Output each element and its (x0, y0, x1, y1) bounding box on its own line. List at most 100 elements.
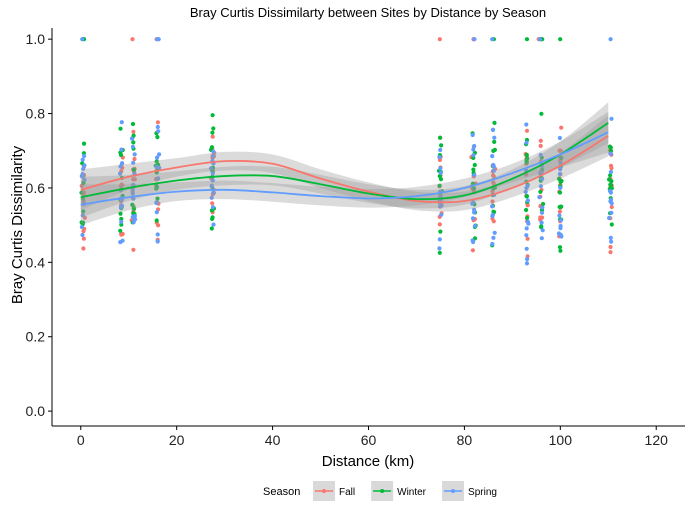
data-point (130, 144, 135, 149)
data-point (131, 167, 136, 172)
data-point (210, 134, 215, 139)
data-point (471, 186, 477, 191)
y-tick-label: 0.4 (26, 254, 46, 270)
data-point (472, 207, 477, 212)
data-point (81, 209, 86, 214)
data-point (131, 206, 136, 211)
x-tick-label: 80 (457, 432, 473, 448)
data-point (155, 232, 160, 237)
data-point (490, 154, 495, 159)
data-point (541, 201, 546, 207)
data-point (470, 248, 475, 253)
data-point (524, 207, 529, 213)
data-point (492, 139, 497, 144)
axes: 0 20 40 60 80 100 120 0.0 0.2 0.4 0.6 0.8 1.0 (26, 28, 685, 448)
y-axis-label: Bray Curtis Dissimilarity (9, 145, 26, 304)
data-point (556, 176, 562, 181)
data-point (130, 37, 135, 42)
chart-title: Bray Curtis Dissimilarty between Sites b… (190, 5, 546, 20)
data-point (81, 166, 86, 171)
data-point (119, 147, 124, 152)
data-point (131, 133, 136, 138)
data-point (120, 231, 125, 237)
data-point (131, 182, 136, 187)
data-point (80, 172, 85, 177)
data-point (472, 37, 477, 42)
data-point (80, 37, 85, 42)
data-point (118, 164, 123, 169)
data-point (491, 164, 496, 169)
data-point (438, 177, 444, 182)
data-point (557, 213, 562, 218)
data-point (558, 248, 563, 253)
points-layer (79, 37, 614, 266)
data-point (438, 147, 443, 153)
data-point (80, 157, 85, 162)
x-tick-label: 120 (645, 432, 669, 448)
y-tick-label: 0.8 (26, 106, 46, 122)
x-tick-label: 20 (169, 432, 185, 448)
data-point (558, 179, 563, 184)
data-point (540, 176, 545, 182)
data-point (607, 215, 612, 221)
data-point (131, 247, 136, 252)
data-point (523, 189, 528, 194)
data-point (525, 198, 531, 203)
data-point (540, 205, 545, 210)
data-point (472, 172, 477, 178)
data-point (490, 37, 495, 42)
data-point (608, 37, 613, 42)
data-point (437, 155, 442, 160)
legend-label: Spring (468, 487, 497, 498)
data-point (471, 239, 476, 245)
data-point (539, 224, 544, 229)
data-point (538, 152, 543, 158)
data-point (608, 169, 614, 175)
x-tick-label: 100 (549, 432, 573, 448)
data-point (154, 218, 159, 223)
data-point (490, 127, 496, 132)
data-point (156, 37, 161, 42)
data-point (211, 149, 216, 154)
data-point (491, 173, 496, 178)
data-point (609, 239, 614, 244)
smooth-line-spring (80, 131, 609, 206)
data-point (81, 141, 87, 146)
data-point (524, 226, 529, 231)
legend-title: Season (263, 486, 300, 498)
data-point (490, 212, 495, 217)
data-point (438, 166, 443, 171)
data-point (490, 199, 495, 204)
data-point (471, 153, 476, 158)
legend: Season Fall Winter Spring (263, 481, 497, 501)
data-point (130, 202, 135, 207)
data-point (540, 228, 545, 233)
data-point (211, 126, 216, 131)
data-point (209, 208, 214, 213)
data-point (524, 122, 529, 127)
data-point (608, 151, 613, 156)
data-point (118, 171, 123, 176)
data-point (155, 239, 160, 244)
data-point (538, 184, 544, 189)
data-point (608, 173, 613, 178)
data-point (525, 156, 530, 161)
data-point (210, 178, 215, 183)
confidence-band-winter (80, 102, 609, 218)
data-point (81, 236, 86, 241)
data-point (537, 195, 542, 200)
data-point (539, 220, 544, 225)
data-point (118, 211, 123, 216)
y-tick-label: 0.0 (26, 403, 46, 419)
data-point (526, 221, 531, 226)
y-tick-label: 1.0 (26, 31, 46, 47)
data-point (79, 224, 84, 230)
plot-area: 0 20 40 60 80 100 120 0.0 0.2 0.4 0.6 0.8 1.0 (26, 28, 685, 448)
data-point (131, 220, 136, 225)
legend-item-fall: Fall (313, 481, 355, 501)
data-point (210, 171, 215, 176)
data-point (210, 113, 215, 118)
data-point (539, 111, 544, 116)
data-point (524, 185, 529, 191)
